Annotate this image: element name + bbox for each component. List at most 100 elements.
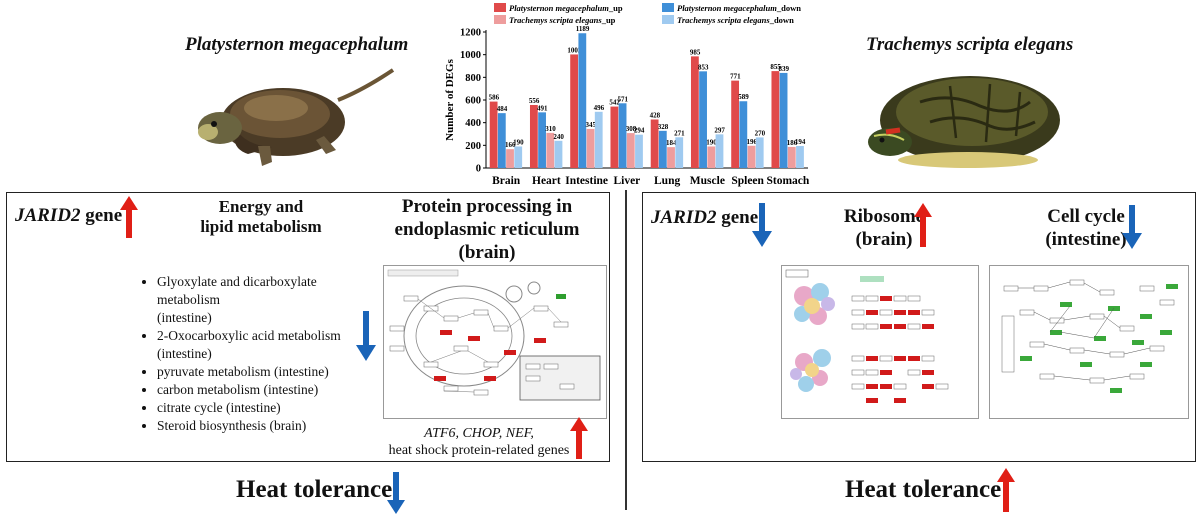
pathway-item: pyruvate metabolism (intestine) (157, 363, 383, 381)
trachemys-turtle-image (860, 62, 1065, 174)
bar (715, 134, 724, 168)
bar-value-label: 184 (666, 139, 677, 147)
legend-swatch (494, 3, 506, 12)
protein-title: Protein processing in endoplasmic reticu… (377, 195, 597, 264)
bar-value-label: 589 (738, 93, 749, 101)
bar-value-label: 186 (787, 139, 798, 147)
y-tick-label: 0 (476, 164, 481, 175)
cell-cycle-map (989, 265, 1189, 419)
bar (739, 101, 748, 168)
left-gene-label: JARID2 gene (15, 205, 122, 227)
up-genes-text: ATF6, CHOP, NEF, heat shock protein-rela… (377, 425, 581, 459)
legend-swatch (662, 3, 674, 12)
chart-svg: Platysternon megacephalum_up Platysternon… (444, 3, 810, 187)
energy-title-line2: lipid metabolism (200, 217, 322, 236)
bar (707, 146, 716, 168)
bar-value-label: 328 (658, 123, 669, 131)
bar-value-label: 271 (674, 129, 685, 137)
bar-value-label: 428 (650, 111, 661, 119)
bar (755, 137, 764, 168)
bar (618, 103, 627, 168)
pathway-item: citrate cycle (intestine) (157, 399, 383, 417)
bar (538, 112, 546, 168)
right-gene-label: JARID2 gene (651, 207, 758, 229)
bar (610, 106, 619, 168)
species-title-right: Trachemys scripta elegans (866, 34, 1074, 55)
bar-value-label: 166 (505, 141, 516, 149)
bar (586, 128, 595, 168)
left-panel: JARID2 gene Energy and lipid metabolism … (6, 192, 610, 462)
bar (650, 119, 659, 168)
genes-up-arrow (569, 417, 589, 459)
y-tick-label: 600 (465, 96, 481, 107)
bar (514, 146, 523, 168)
right-panel: JARID2 gene Ribosome (brain) Cell cycle … (642, 192, 1196, 462)
heat-tolerance-right: Heat tolerance (845, 476, 1002, 503)
bar-value-label: 194 (795, 138, 806, 146)
protein-title-line3: (brain) (458, 242, 516, 263)
y-axis-label: Number of DEGs (444, 58, 456, 140)
species-title-left: Platysternon megacephalum (185, 34, 409, 55)
energy-title-line1: Energy and (218, 197, 304, 216)
bar-value-label: 297 (714, 126, 725, 134)
y-tick-label: 200 (465, 141, 481, 152)
cellcycle-title: Cell cycle (intestine) (1031, 205, 1141, 251)
bar-value-label: 190 (513, 138, 524, 146)
bar (667, 147, 675, 168)
bar (675, 137, 684, 168)
cellcycle-title-line1: Cell cycle (1047, 206, 1125, 227)
legend-label: Trachemys scripta elegans_down (677, 15, 794, 25)
bar-value-label: 985 (690, 48, 701, 56)
ribosome-title-line2: (brain) (855, 229, 913, 250)
platysternon-turtle-image (188, 62, 408, 174)
up-genes-line2: heat shock protein-related genes (388, 443, 570, 458)
bar-value-label: 855 (770, 63, 781, 71)
cellcycle-title-line2: (intestine) (1045, 229, 1127, 250)
pathway-item: 2-Oxocarboxylic acid metabolism (157, 327, 383, 345)
heat-tolerance-left: Heat tolerance (236, 476, 393, 503)
bar-value-label: 586 (489, 94, 500, 102)
er-protein-processing-map (383, 265, 607, 419)
bar-value-label: 853 (698, 63, 709, 71)
right-gene-suffix: gene (716, 207, 759, 228)
bar-value-label: 496 (594, 104, 605, 112)
bar (771, 71, 780, 168)
bar-value-label: 240 (553, 133, 564, 141)
bar-value-label: 491 (537, 104, 548, 112)
metabolism-down-arrow (355, 311, 377, 361)
pathway-item: Glyoxylate and dicarboxylate metabolism (157, 273, 383, 309)
x-category-label: Heart (532, 175, 561, 187)
bar-value-label: 839 (779, 65, 790, 73)
bar (635, 134, 643, 168)
legend-label: Platysternon megacephalum_down (677, 3, 801, 13)
bar (690, 56, 699, 168)
ribosome-up-arrow (913, 203, 933, 247)
bar (594, 111, 603, 168)
bar-value-label: 556 (529, 97, 540, 105)
ribosome-title-line1: Ribosome (843, 206, 925, 227)
x-category-label: Liver (613, 175, 640, 187)
bar-value-label: 345 (585, 121, 596, 129)
bar (497, 113, 506, 168)
deg-bar-chart: Platysternon megacephalum_up Platysternon… (438, 0, 810, 190)
pathway-item-cont: (intestine) (157, 310, 212, 325)
bar-value-label: 484 (497, 105, 508, 113)
bar-value-label: 1189 (576, 25, 590, 33)
bar (489, 101, 498, 168)
bar (658, 130, 667, 168)
pathway-item: Steroid biosynthesis (brain) (157, 417, 383, 435)
up-genes-italic: ATF6, CHOP, NEF, (424, 426, 534, 441)
bar-value-label: 270 (755, 129, 766, 137)
bar (699, 71, 707, 168)
bar-value-label: 308 (626, 125, 637, 133)
bar (506, 149, 514, 168)
bar-value-label: 571 (618, 95, 629, 103)
protein-title-line1: Protein processing in (401, 196, 573, 217)
center-divider (625, 190, 627, 510)
y-tick-label: 400 (465, 118, 481, 129)
heat-right-up-arrow (996, 468, 1016, 512)
bar (554, 140, 563, 168)
bar-value-label: 294 (634, 127, 645, 135)
right-gene-name: JARID2 (651, 207, 717, 228)
legend-label: Platysternon megacephalum_up (509, 3, 623, 13)
